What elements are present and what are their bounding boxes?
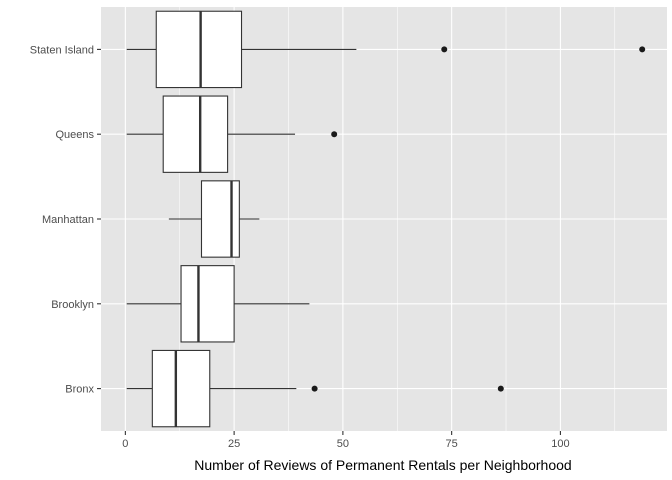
x-tick-label: 100 bbox=[551, 438, 569, 450]
box-bronx bbox=[126, 349, 504, 428]
box-brooklyn bbox=[126, 265, 310, 343]
box-manhattan bbox=[168, 180, 260, 258]
y-tick-label: Brooklyn bbox=[51, 299, 94, 311]
outlier-point bbox=[331, 131, 338, 138]
box-queens bbox=[126, 95, 338, 173]
x-tick-label: 25 bbox=[228, 438, 240, 450]
iqr-box bbox=[151, 349, 211, 428]
boxes bbox=[126, 10, 646, 428]
grid-lines bbox=[101, 7, 667, 431]
axes: Bronx Brooklyn Manhattan Queens Staten Islan… bbox=[30, 44, 570, 450]
x-tick-label: 50 bbox=[337, 438, 349, 450]
box-staten-island bbox=[126, 10, 646, 89]
outlier-point bbox=[441, 46, 448, 53]
outlier-point bbox=[497, 385, 504, 392]
y-tick-label: Bronx bbox=[65, 384, 94, 396]
iqr-box bbox=[180, 265, 235, 343]
iqr-box bbox=[162, 95, 229, 173]
x-axis-title: Number of Reviews of Permanent Rentals p… bbox=[194, 457, 571, 473]
y-tick-label: Manhattan bbox=[42, 214, 94, 226]
x-tick-label: 0 bbox=[122, 438, 128, 450]
x-tick-label: 75 bbox=[446, 438, 458, 450]
y-tick-label: Queens bbox=[55, 129, 94, 141]
iqr-box bbox=[155, 10, 243, 89]
outlier-point bbox=[639, 46, 646, 53]
outlier-point bbox=[311, 385, 318, 392]
iqr-box bbox=[200, 180, 240, 258]
y-tick-label: Staten Island bbox=[30, 44, 94, 56]
